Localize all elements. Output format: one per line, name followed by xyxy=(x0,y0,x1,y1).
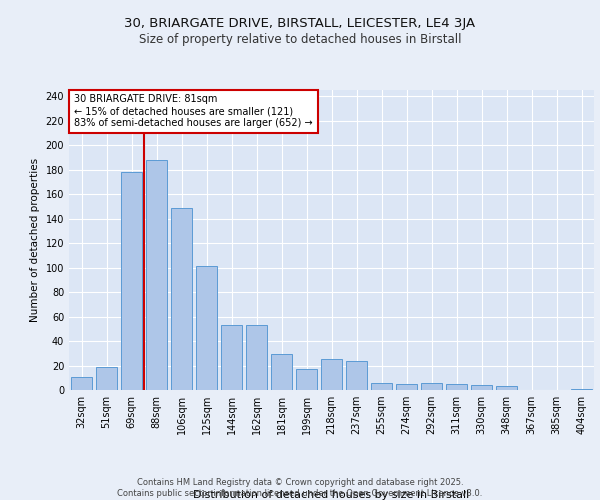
Y-axis label: Number of detached properties: Number of detached properties xyxy=(30,158,40,322)
Bar xyxy=(271,354,292,390)
Bar xyxy=(196,266,217,390)
Bar xyxy=(146,160,167,390)
Bar xyxy=(96,366,117,390)
Text: Size of property relative to detached houses in Birstall: Size of property relative to detached ho… xyxy=(139,32,461,46)
X-axis label: Distribution of detached houses by size in Birstall: Distribution of detached houses by size … xyxy=(193,490,470,500)
Bar xyxy=(121,172,142,390)
Bar xyxy=(71,376,92,390)
Bar xyxy=(396,384,417,390)
Bar xyxy=(321,360,342,390)
Text: 30 BRIARGATE DRIVE: 81sqm
← 15% of detached houses are smaller (121)
83% of semi: 30 BRIARGATE DRIVE: 81sqm ← 15% of detac… xyxy=(74,94,313,128)
Bar xyxy=(296,369,317,390)
Text: Contains HM Land Registry data © Crown copyright and database right 2025.
Contai: Contains HM Land Registry data © Crown c… xyxy=(118,478,482,498)
Bar xyxy=(371,382,392,390)
Bar xyxy=(471,385,492,390)
Bar xyxy=(171,208,192,390)
Bar xyxy=(221,325,242,390)
Bar xyxy=(496,386,517,390)
Text: 30, BRIARGATE DRIVE, BIRSTALL, LEICESTER, LE4 3JA: 30, BRIARGATE DRIVE, BIRSTALL, LEICESTER… xyxy=(124,18,476,30)
Bar xyxy=(421,382,442,390)
Bar xyxy=(246,325,267,390)
Bar xyxy=(571,389,592,390)
Bar xyxy=(346,360,367,390)
Bar xyxy=(446,384,467,390)
